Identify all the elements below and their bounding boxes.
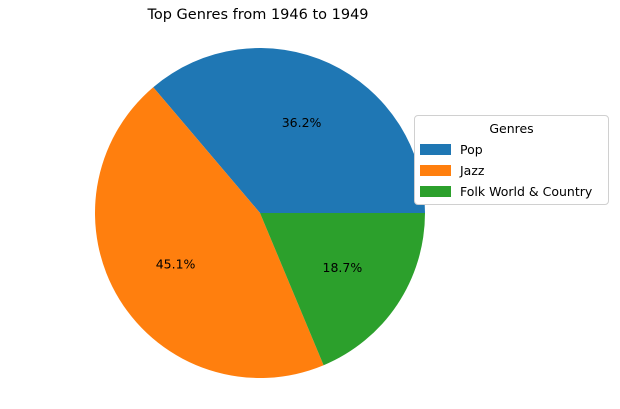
legend-swatch-pop [420, 143, 451, 155]
legend-item-folk: Folk World & Country [420, 183, 592, 199]
legend-label-jazz: Jazz [460, 162, 485, 178]
legend: Genres Pop Jazz Folk World & Country [414, 115, 609, 205]
legend-label-folk: Folk World & Country [460, 183, 593, 199]
legend-label-pop: Pop [460, 141, 483, 157]
legend-swatch-folk [420, 185, 451, 197]
pct-label-pop: 36.2% [282, 115, 322, 130]
legend-item-pop: Pop [420, 141, 483, 157]
pie-slice-jazz [94, 87, 324, 379]
pie-slice-folk [260, 213, 425, 366]
pie-slice-pop [153, 47, 425, 213]
legend-title: Genres [489, 121, 534, 136]
legend-swatch-jazz [420, 164, 451, 176]
pct-label-folk: 18.7% [323, 260, 363, 275]
legend-item-jazz: Jazz [420, 162, 484, 178]
pct-label-jazz: 45.1% [156, 257, 196, 272]
chart-title: Top Genres from 1946 to 1949 [147, 7, 369, 23]
